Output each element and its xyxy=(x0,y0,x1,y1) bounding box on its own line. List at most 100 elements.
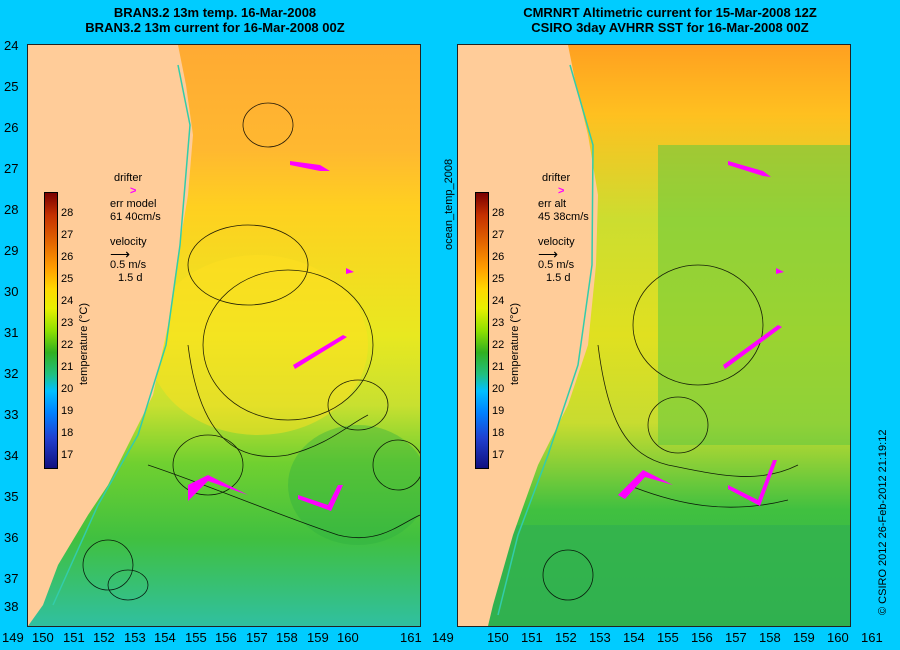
colorbar-tick: 27 xyxy=(61,229,74,241)
colorbar-tick: 22 xyxy=(61,339,74,351)
colorbar-tick: 24 xyxy=(61,295,74,307)
drifter-label: drifter xyxy=(114,172,143,184)
y-tick: 25 xyxy=(4,79,19,94)
err-value: 61 40cm/s xyxy=(110,211,161,223)
colorbar-tick: 25 xyxy=(61,273,74,285)
colorbar-tick: 18 xyxy=(61,427,74,439)
y-tick: 38 xyxy=(4,599,19,614)
x-tick: 151 xyxy=(63,630,85,645)
velocity-time: 1.5 d xyxy=(118,272,143,284)
colorbar-tick: 21 xyxy=(61,361,74,373)
x-tick: 159 xyxy=(793,630,815,645)
left-title-line1: BRAN3.2 13m temp. 16-Mar-2008 xyxy=(113,5,317,20)
y-tick: 28 xyxy=(4,202,19,217)
drifter-icon: > xyxy=(558,185,565,197)
colorbar-tick: 21 xyxy=(492,361,505,373)
x-tick: 151 xyxy=(521,630,543,645)
colorbar-tick: 17 xyxy=(61,449,74,461)
colorbar-tick: 23 xyxy=(61,317,74,329)
drifter-icon: > xyxy=(130,185,137,197)
left-map-svg xyxy=(28,45,420,626)
y-tick: 26 xyxy=(4,120,19,135)
y-tick: 29 xyxy=(4,243,19,258)
x-tick: 161 xyxy=(861,630,883,645)
x-tick: 154 xyxy=(623,630,645,645)
right-title-line2: CSIRO 3day AVHRR SST for 16-Mar-2008 00Z xyxy=(531,20,809,35)
velocity-time: 1.5 d xyxy=(546,272,571,284)
x-tick: 152 xyxy=(93,630,115,645)
velocity-scale: 0.5 m/s xyxy=(538,259,575,271)
colorbar-tick: 19 xyxy=(61,405,74,417)
y-tick: 24 xyxy=(4,38,19,53)
right-colorbar xyxy=(475,192,489,469)
y-tick: 35 xyxy=(4,489,19,504)
left-map-panel xyxy=(27,44,421,627)
x-tick: 149 xyxy=(432,630,454,645)
colorbar-tick: 28 xyxy=(61,207,74,219)
land-mass xyxy=(28,45,193,626)
x-tick: 160 xyxy=(827,630,849,645)
err-label: err alt xyxy=(538,198,567,210)
left-colorbar xyxy=(44,192,58,469)
colorbar-tick: 22 xyxy=(492,339,505,351)
x-tick: 160 xyxy=(337,630,359,645)
left-panel-title: BRAN3.2 13m temp. 16-Mar-2008 BRAN3.2 13… xyxy=(40,5,390,35)
x-tick: 154 xyxy=(154,630,176,645)
y-tick: 33 xyxy=(4,407,19,422)
velocity-scale: 0.5 m/s xyxy=(110,259,147,271)
right-map-svg xyxy=(458,45,850,626)
land-mass xyxy=(458,45,598,626)
x-tick: 157 xyxy=(246,630,268,645)
y-tick: 31 xyxy=(4,325,19,340)
x-tick: 161 xyxy=(400,630,422,645)
x-tick: 156 xyxy=(215,630,237,645)
colorbar-tick: 18 xyxy=(492,427,505,439)
x-tick: 153 xyxy=(124,630,146,645)
x-tick: 156 xyxy=(691,630,713,645)
err-value: 45 38cm/s xyxy=(538,211,589,223)
y-tick: 37 xyxy=(4,571,19,586)
x-tick: 153 xyxy=(589,630,611,645)
colorbar-tick: 24 xyxy=(492,295,505,307)
dataset-label: ocean_temp_2008 xyxy=(443,158,455,250)
velocity-label: velocity xyxy=(110,236,147,248)
right-legend: drifter > err alt 45 38cm/s velocity ⟶ 0… xyxy=(538,172,589,285)
x-tick: 157 xyxy=(725,630,747,645)
x-tick: 158 xyxy=(276,630,298,645)
left-colorbar-label: temperature (°C) xyxy=(78,302,90,385)
colorbar-tick: 19 xyxy=(492,405,505,417)
colorbar-tick: 17 xyxy=(492,449,505,461)
y-tick: 36 xyxy=(4,530,19,545)
y-tick: 34 xyxy=(4,448,19,463)
x-tick: 149 xyxy=(2,630,24,645)
right-panel-title: CMRNRT Altimetric current for 15-Mar-200… xyxy=(470,5,870,35)
velocity-arrow-icon: ⟶ xyxy=(538,246,559,262)
credit-text: © CSIRO 2012 26-Feb-2012 21:19:12 xyxy=(877,429,889,615)
x-tick: 158 xyxy=(759,630,781,645)
right-title-line1: CMRNRT Altimetric current for 15-Mar-200… xyxy=(523,5,817,20)
velocity-label: velocity xyxy=(538,236,575,248)
velocity-arrow-icon: ⟶ xyxy=(110,246,131,262)
drifter-label: drifter xyxy=(542,172,571,184)
colorbar-tick: 27 xyxy=(492,229,505,241)
colorbar-tick: 28 xyxy=(492,207,505,219)
x-tick: 152 xyxy=(555,630,577,645)
left-legend: drifter > err model 61 40cm/s velocity ⟶… xyxy=(110,172,161,285)
y-tick: 30 xyxy=(4,284,19,299)
y-tick: 32 xyxy=(4,366,19,381)
x-tick: 155 xyxy=(657,630,679,645)
colorbar-tick: 25 xyxy=(492,273,505,285)
colorbar-tick: 26 xyxy=(61,251,74,263)
x-tick: 150 xyxy=(487,630,509,645)
x-tick: 155 xyxy=(185,630,207,645)
err-label: err model xyxy=(110,198,157,210)
y-tick: 27 xyxy=(4,161,19,176)
colorbar-tick: 26 xyxy=(492,251,505,263)
colorbar-tick: 20 xyxy=(492,383,505,395)
colorbar-tick: 20 xyxy=(61,383,74,395)
colorbar-tick: 23 xyxy=(492,317,505,329)
right-map-panel xyxy=(457,44,851,627)
x-tick: 150 xyxy=(32,630,54,645)
x-tick: 159 xyxy=(307,630,329,645)
right-colorbar-label: temperature (°C) xyxy=(509,302,521,385)
